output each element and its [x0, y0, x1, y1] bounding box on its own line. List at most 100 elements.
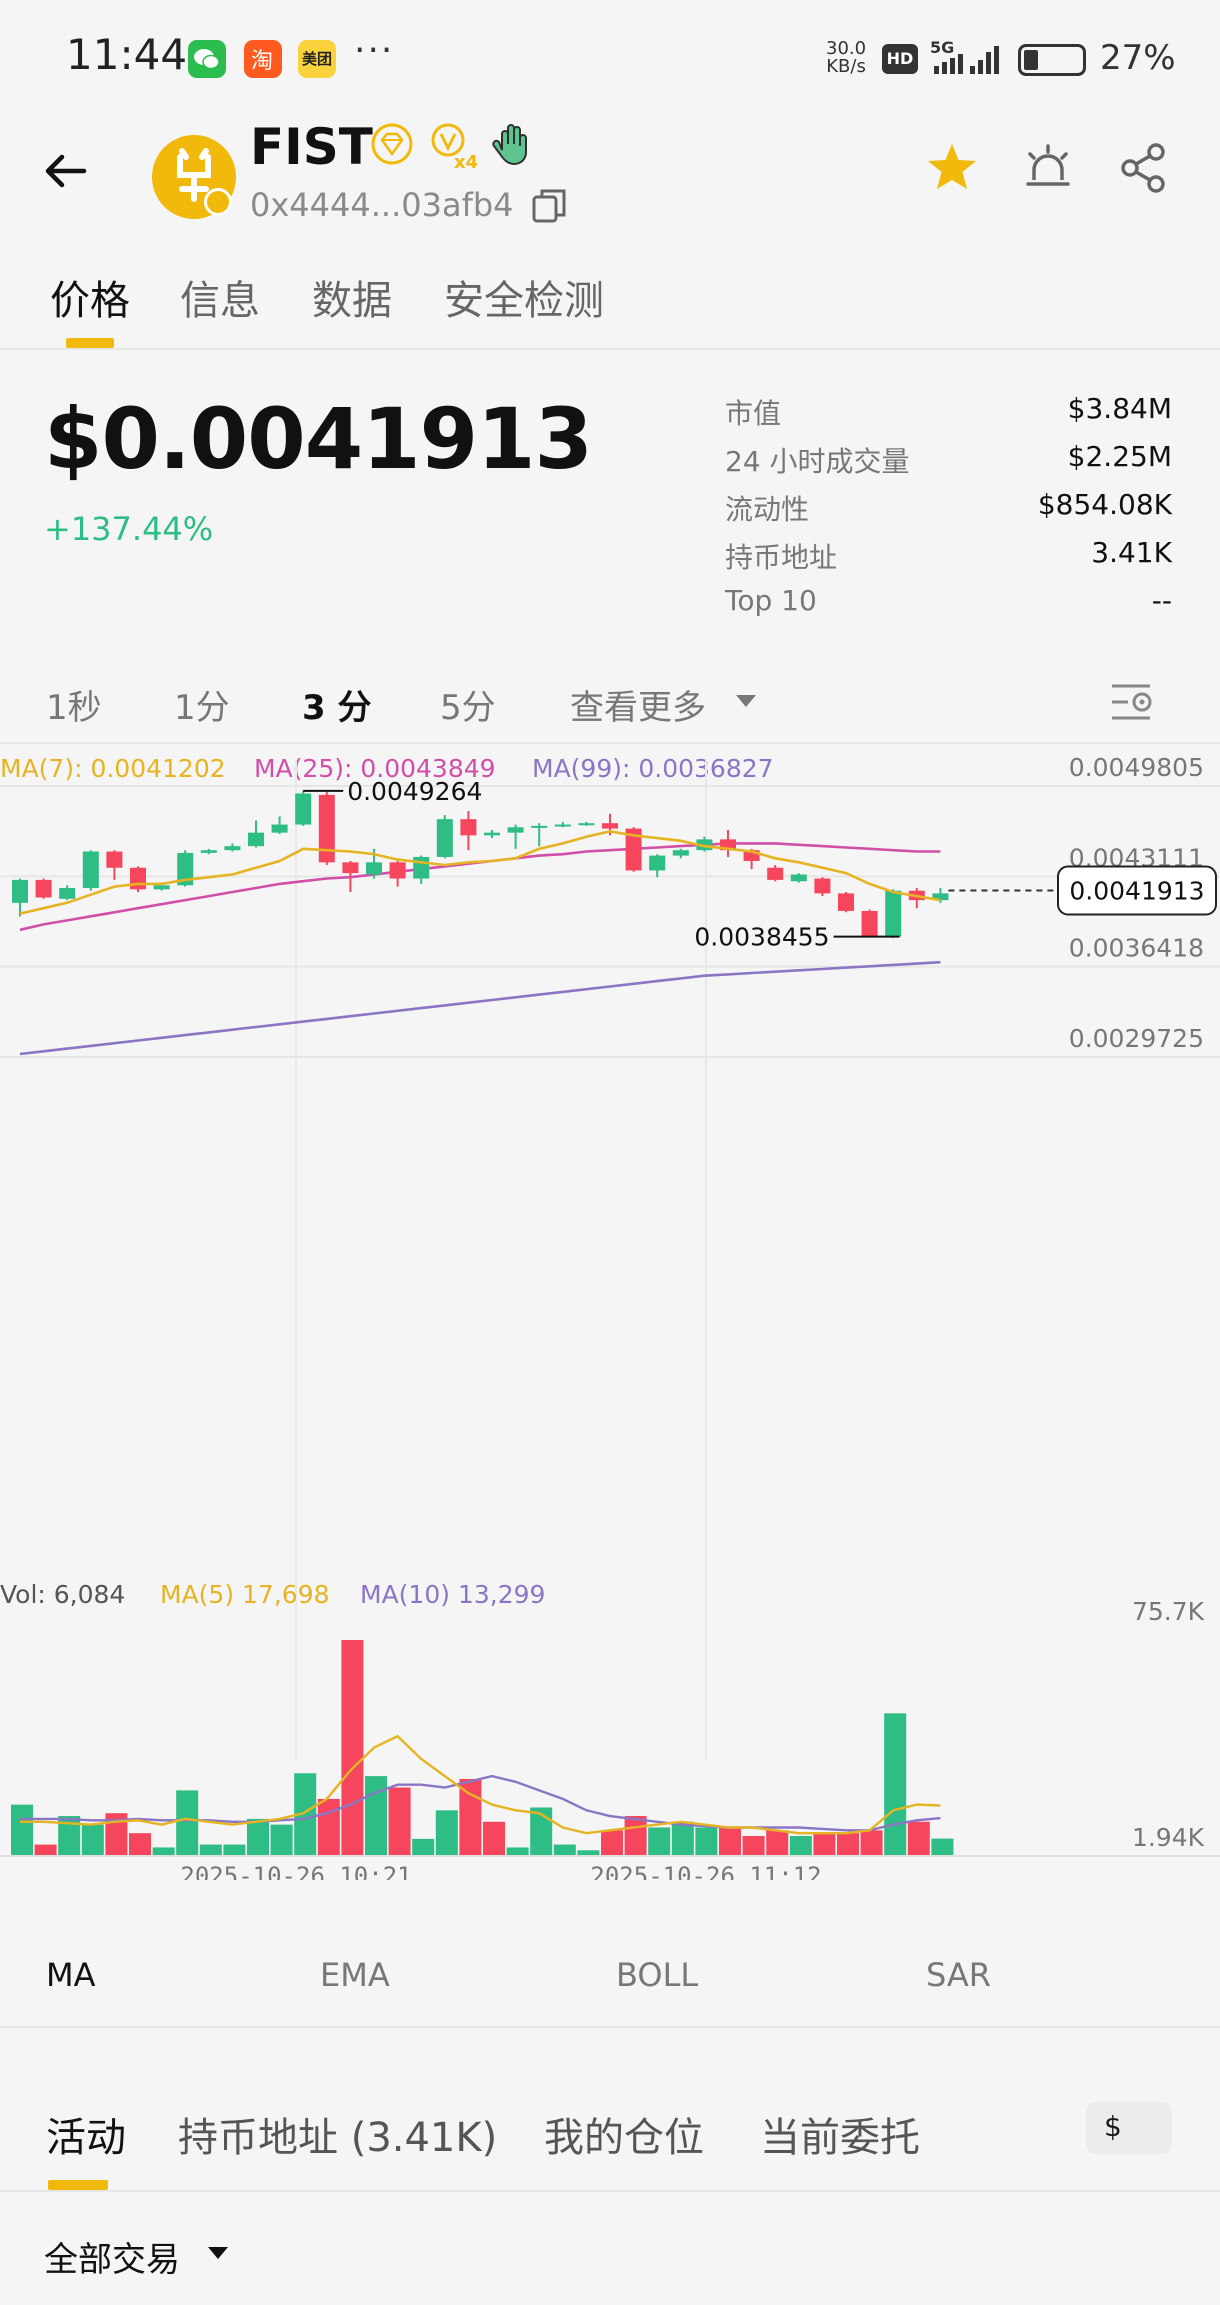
interval-1s[interactable]: 1秒	[46, 688, 102, 728]
svg-text:淘: 淘	[251, 49, 273, 74]
volume-bar	[105, 1813, 128, 1856]
volume-bar	[294, 1773, 317, 1856]
candle	[271, 824, 288, 833]
tab-activity[interactable]: 活动	[46, 2115, 126, 2161]
network-type: 5G	[930, 38, 955, 57]
interval-1m[interactable]: 1分	[174, 688, 230, 728]
favorite-star-icon[interactable]	[924, 140, 980, 196]
status-time: 11:44	[66, 30, 188, 79]
tab-holders[interactable]: 持币地址 (3.41K)	[178, 2115, 498, 2161]
volume-axis-label: 1.94K	[1132, 1823, 1205, 1852]
volume-bar	[435, 1810, 458, 1856]
stat-label-volume: 24 小时成交量	[725, 445, 910, 478]
candle	[130, 867, 146, 890]
current-price-box	[1057, 865, 1217, 916]
candle	[554, 824, 571, 827]
volume-bar	[813, 1833, 836, 1856]
candle	[507, 827, 524, 833]
volume-bar	[223, 1844, 246, 1856]
contract-address[interactable]: 0x4444...03afb4	[250, 186, 514, 224]
stat-label-holders: 持币地址	[725, 541, 838, 574]
stat-label-top10: Top 10	[725, 584, 817, 617]
chart-settings-icon[interactable]	[1110, 680, 1158, 724]
volume-bar	[907, 1821, 930, 1856]
candle	[460, 819, 477, 836]
stat-label-market-cap: 市值	[725, 397, 782, 430]
candle	[224, 846, 241, 851]
stat-label-liquidity: 流动性	[725, 493, 810, 526]
volume-bar	[671, 1821, 694, 1856]
tab-price[interactable]: 价格	[50, 278, 130, 324]
tab-my-position[interactable]: 我的仓位	[544, 2115, 704, 2161]
candle	[106, 851, 123, 868]
volume-bar	[601, 1830, 623, 1856]
volume-bar	[483, 1821, 505, 1856]
volume-bar	[648, 1827, 671, 1856]
tab-security-check[interactable]: 安全检测	[444, 278, 604, 324]
volume-bar	[317, 1798, 340, 1856]
candle	[720, 839, 736, 851]
currency-toggle-button[interactable]: $	[1086, 2102, 1172, 2154]
candle	[35, 879, 52, 898]
candle	[200, 850, 217, 853]
token-logo	[152, 135, 236, 219]
share-icon[interactable]	[1116, 140, 1172, 196]
tab-open-orders[interactable]: 当前委托	[760, 2115, 920, 2161]
volume-bar	[577, 1850, 600, 1856]
indicator-ma[interactable]: MA	[46, 1956, 96, 1994]
wechat-icon	[188, 40, 226, 78]
candle	[625, 828, 642, 871]
x-axis-label: 2025-10-26 10:21	[180, 1862, 411, 1880]
volume-bar	[860, 1830, 883, 1856]
volume-bar	[270, 1824, 293, 1856]
hd-icon: HD	[882, 44, 918, 74]
chevron-down-icon[interactable]	[206, 2244, 230, 2262]
candle	[318, 794, 335, 863]
volume-bar	[884, 1713, 907, 1856]
chevron-down-icon[interactable]	[734, 692, 758, 710]
badge-multiplier: x4	[454, 152, 478, 172]
candle	[342, 862, 359, 874]
volume-axis-label: 75.7K	[1132, 1597, 1205, 1626]
taobao-icon: 淘	[244, 40, 282, 78]
indicator-ema[interactable]: EMA	[320, 1956, 390, 1994]
battery-level	[1024, 50, 1038, 70]
stat-value-volume: $2.25M	[1067, 440, 1172, 473]
volume-bar	[129, 1833, 151, 1856]
volume-bar	[931, 1838, 954, 1856]
price-alert-icon[interactable]	[1020, 140, 1076, 196]
token-name: FIST	[250, 118, 373, 176]
volume-bar	[341, 1640, 364, 1856]
volume-bar	[199, 1844, 222, 1856]
hand-wave-icon[interactable]	[490, 120, 534, 168]
candle	[484, 832, 500, 836]
tab-info[interactable]: 信息	[180, 278, 260, 324]
chart-top-divider	[0, 742, 1220, 744]
stat-value-market-cap: $3.84M	[1067, 392, 1172, 425]
ma7-line	[19, 829, 941, 915]
y-axis-label: 0.0036418	[1069, 934, 1204, 963]
battery-icon	[1018, 44, 1086, 76]
indicator-boll[interactable]: BOLL	[616, 1956, 699, 1994]
y-axis-label: 0.0049805	[1069, 753, 1204, 782]
chain-badge-icon	[204, 188, 232, 216]
stat-value-holders: 3.41K	[1091, 536, 1172, 569]
volume-bar	[58, 1816, 81, 1856]
candle	[366, 862, 382, 875]
verified-badge-icon[interactable]: x4	[430, 122, 486, 172]
vol-ma5-line	[20, 1734, 941, 1835]
trade-filter[interactable]: 全部交易	[44, 2240, 180, 2280]
volume-bar	[506, 1847, 529, 1856]
volume-bar	[247, 1818, 269, 1856]
diamond-badge-icon[interactable]	[370, 122, 414, 166]
copy-icon[interactable]	[530, 185, 570, 225]
interval-5m[interactable]: 5分	[440, 688, 496, 728]
interval-3m[interactable]: 3 分	[302, 688, 372, 728]
high-price-label: 0.0049264	[347, 777, 482, 806]
tab-data[interactable]: 数据	[312, 278, 392, 324]
current-price-label: 0.0041913	[1069, 877, 1204, 906]
price-chart[interactable]: 0.00498050.00431110.00364180.00297250.00…	[0, 740, 1220, 1880]
interval-more[interactable]: 查看更多	[570, 688, 706, 728]
back-arrow-icon[interactable]	[40, 145, 92, 197]
indicator-sar[interactable]: SAR	[926, 1956, 992, 1994]
